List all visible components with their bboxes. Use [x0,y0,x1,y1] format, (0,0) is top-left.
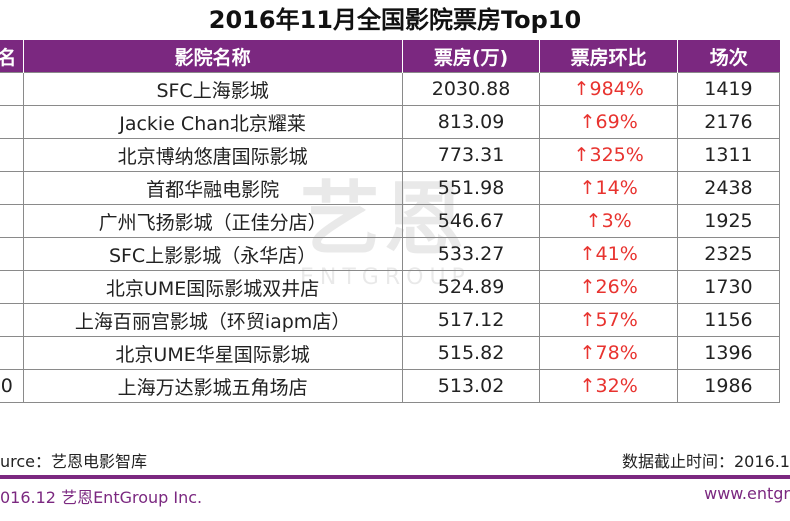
cell-cinema-name: SFC上海影城 [22,72,403,106]
cell-box-office: 813.09 [401,105,541,139]
cell-change: ↑69% [539,105,678,139]
cell-rank [0,270,24,304]
cell-box-office: 2030.88 [401,72,541,106]
cell-change: ↑14% [539,171,678,205]
cell-rank [0,171,24,205]
cell-rank [0,336,24,370]
website-link[interactable]: www.entgr [704,484,790,503]
cell-shows: 2176 [676,105,781,139]
table-row: 首都华融电影院 551.98 ↑14% 2438 [0,171,781,205]
cell-shows: 1986 [676,369,781,403]
cell-change: ↑57% [539,303,678,337]
cell-box-office: 773.31 [401,138,541,172]
cell-rank [0,105,24,139]
cell-rank [0,72,24,106]
copyright-text: 016.12 艺恩EntGroup Inc. [0,488,203,507]
header-change: 票房环比 [539,40,678,73]
cell-shows: 2438 [676,171,781,205]
cell-change: ↑41% [539,237,678,271]
cell-change: ↑3% [539,204,678,238]
box-office-table: 名 影院名称 票房(万) 票房环比 场次 SFC上海影城 2030.88 ↑984%… [0,40,781,403]
cell-shows: 1156 [676,303,781,337]
cell-shows: 1419 [676,72,781,106]
cell-shows: 1311 [676,138,781,172]
cell-rank: 0 [0,369,24,403]
cell-cinema-name: 北京UME华星国际影城 [22,336,403,370]
cell-rank [0,138,24,172]
cell-box-office: 513.02 [401,369,541,403]
cell-rank [0,237,24,271]
table-title: 2016年11月全国影院票房Top10 [208,6,582,34]
header-shows: 场次 [676,40,780,73]
cell-box-office: 551.98 [401,171,541,205]
cell-box-office: 533.27 [401,237,541,271]
table-header-row: 名 影院名称 票房(万) 票房环比 场次 [0,40,780,73]
source-text: urce：艺恩电影智库 [0,452,148,471]
cell-cinema-name: SFC上影影城（永华店） [22,237,403,271]
cutoff-text: 数据截止时间：2016.1 [622,452,790,471]
table-row: SFC上影影城（永华店） 533.27 ↑41% 2325 [0,237,781,271]
cell-cinema-name: Jackie Chan北京耀莱 [22,105,403,139]
cell-change: ↑32% [539,369,678,403]
cell-change: ↑26% [539,270,678,304]
cell-box-office: 546.67 [401,204,541,238]
cell-cinema-name: 上海万达影城五角场店 [22,369,403,403]
cell-shows: 1396 [676,336,781,370]
cell-cinema-name: 北京UME国际影城双井店 [22,270,403,304]
brand-divider [0,475,790,479]
cell-cinema-name: 广州飞扬影城（正佳分店） [22,204,403,238]
table-row: 北京博纳悠唐国际影城 773.31 ↑325% 1311 [0,138,781,172]
table-row: Jackie Chan北京耀莱 813.09 ↑69% 2176 [0,105,781,139]
cell-box-office: 515.82 [401,336,541,370]
cell-cinema-name: 首都华融电影院 [22,171,403,205]
table-row: 0 上海万达影城五角场店 513.02 ↑32% 1986 [0,369,781,403]
cell-change: ↑78% [539,336,678,370]
header-rank: 名 [0,40,24,73]
cell-cinema-name: 上海百丽宫影城（环贸iapm店） [22,303,403,337]
cell-shows: 1925 [676,204,781,238]
cell-shows: 1730 [676,270,781,304]
table-row: 北京UME国际影城双井店 524.89 ↑26% 1730 [0,270,781,304]
cell-rank [0,303,24,337]
cell-box-office: 517.12 [401,303,541,337]
cell-box-office: 524.89 [401,270,541,304]
table-row: 北京UME华星国际影城 515.82 ↑78% 1396 [0,336,781,370]
header-cinema-name: 影院名称 [22,40,403,73]
cell-rank [0,204,24,238]
table-row: 上海百丽宫影城（环贸iapm店） 517.12 ↑57% 1156 [0,303,781,337]
header-box-office: 票房(万) [401,40,540,73]
table-row: SFC上海影城 2030.88 ↑984% 1419 [0,72,781,106]
cell-change: ↑984% [539,72,678,106]
cell-cinema-name: 北京博纳悠唐国际影城 [22,138,403,172]
cell-change: ↑325% [539,138,678,172]
cell-shows: 2325 [676,237,781,271]
table-row: 广州飞扬影城（正佳分店） 546.67 ↑3% 1925 [0,204,781,238]
